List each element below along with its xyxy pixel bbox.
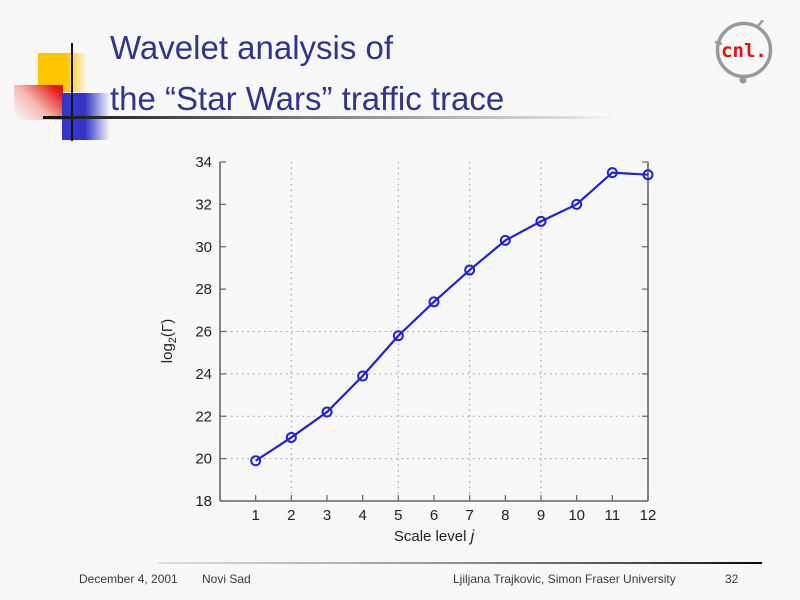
footer-page-number: 32 — [725, 572, 739, 586]
x-tick-label: 9 — [537, 507, 545, 524]
y-tick-label: 24 — [195, 366, 212, 383]
y-tick-label: 20 — [195, 451, 212, 468]
data-point-marker — [392, 330, 404, 342]
footer-date: December 4, 2001 — [79, 572, 178, 586]
x-tick-label: 4 — [358, 507, 366, 524]
footer-venue: Novi Sad — [202, 572, 251, 586]
y-tick-label: 28 — [195, 281, 212, 298]
data-point-marker — [321, 406, 333, 418]
x-tick-label: 10 — [568, 507, 585, 524]
footer-author: Ljiljana Trajkovic, Simon Fraser Univers… — [453, 572, 676, 586]
data-line — [255, 171, 649, 462]
x-tick-label: 5 — [394, 507, 402, 524]
wavelet-chart-container: 1 2 3 4 5 6 7 8 9 10 11 12 18 20 22 24 26 28 30 32 34 Scale l… — [150, 145, 690, 555]
slide-title: Wavelet analysis of the “Star Wars” traf… — [110, 22, 504, 124]
data-point-marker — [464, 264, 476, 276]
y-tick-label: 26 — [195, 324, 212, 341]
y-tick-label: 22 — [195, 408, 212, 425]
x-tick-label: 1 — [251, 507, 259, 524]
data-point-marker — [535, 215, 547, 227]
x-tick-label: 8 — [501, 507, 509, 524]
x-tick-label: 3 — [323, 507, 331, 524]
data-point-marker — [285, 431, 297, 443]
data-point-marker — [428, 296, 440, 308]
x-tick-label: 11 — [605, 507, 621, 524]
y-tick-label: 30 — [195, 239, 212, 256]
data-point-marker — [250, 455, 262, 467]
footer-rule — [158, 562, 762, 564]
cnl-logo: cnl. — [714, 19, 774, 86]
data-point-marker — [606, 167, 618, 179]
decor-cross-vertical-line — [71, 43, 73, 141]
y-axis-label: log2(Γ) — [159, 319, 179, 363]
data-point-marker — [357, 370, 369, 382]
y-tick-label: 32 — [195, 196, 212, 213]
title-underline — [43, 116, 613, 119]
x-axis-label: Scale level j — [394, 528, 475, 545]
slide-title-line1: Wavelet analysis of — [110, 29, 394, 66]
x-tick-label: 12 — [640, 507, 657, 524]
cnl-logo-text: cnl. — [721, 40, 767, 62]
footer: December 4, 2001 Novi Sad Ljiljana Trajk… — [0, 572, 800, 590]
y-tick-label: 18 — [195, 493, 212, 510]
data-point-marker — [642, 169, 654, 181]
x-tick-label: 7 — [465, 507, 473, 524]
data-point-marker — [571, 198, 583, 210]
y-tick-label: 34 — [195, 154, 212, 171]
x-tick-label: 6 — [430, 507, 438, 524]
decor-red-square — [14, 85, 63, 120]
data-point-marker — [499, 234, 511, 246]
slide-title-line2: the “Star Wars” traffic trace — [110, 80, 505, 117]
x-tick-label: 2 — [287, 507, 295, 524]
cnl-logo-icon: cnl. — [714, 19, 773, 84]
